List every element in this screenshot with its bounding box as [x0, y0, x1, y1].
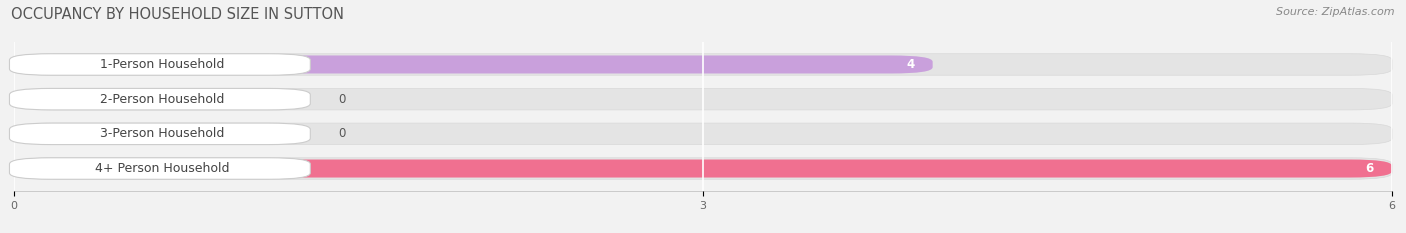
- Text: 0: 0: [337, 127, 346, 140]
- FancyBboxPatch shape: [14, 88, 1392, 110]
- FancyBboxPatch shape: [14, 55, 932, 73]
- FancyBboxPatch shape: [10, 88, 311, 110]
- Text: OCCUPANCY BY HOUSEHOLD SIZE IN SUTTON: OCCUPANCY BY HOUSEHOLD SIZE IN SUTTON: [11, 7, 344, 22]
- FancyBboxPatch shape: [14, 158, 1392, 179]
- Text: 0: 0: [337, 93, 346, 106]
- FancyBboxPatch shape: [14, 160, 1392, 178]
- FancyBboxPatch shape: [10, 54, 311, 75]
- Text: 1-Person Household: 1-Person Household: [100, 58, 225, 71]
- FancyBboxPatch shape: [14, 54, 1392, 75]
- Text: 3-Person Household: 3-Person Household: [100, 127, 225, 140]
- Text: 4: 4: [905, 58, 914, 71]
- FancyBboxPatch shape: [14, 123, 1392, 145]
- FancyBboxPatch shape: [10, 123, 311, 145]
- Text: Source: ZipAtlas.com: Source: ZipAtlas.com: [1277, 7, 1395, 17]
- Text: 2-Person Household: 2-Person Household: [100, 93, 225, 106]
- FancyBboxPatch shape: [10, 158, 311, 179]
- Text: 6: 6: [1365, 162, 1374, 175]
- Text: 4+ Person Household: 4+ Person Household: [96, 162, 229, 175]
